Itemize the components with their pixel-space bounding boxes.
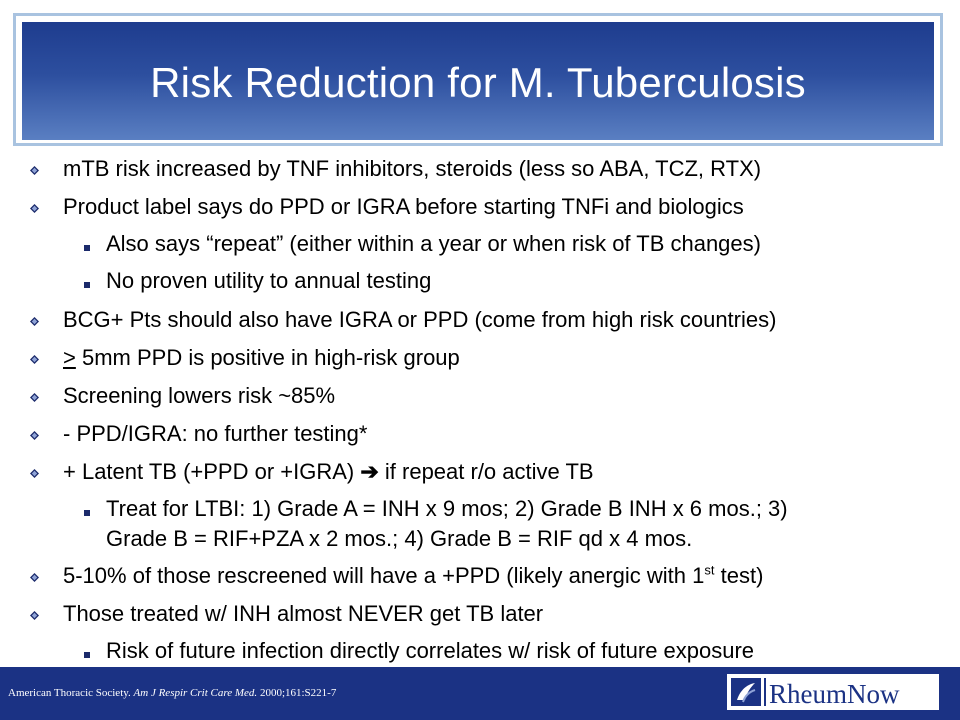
bullet-text: - PPD/IGRA: no further testing* xyxy=(63,421,368,446)
diamond-bullet-icon xyxy=(30,469,39,478)
bullet-text: BCG+ Pts should also have IGRA or PPD (c… xyxy=(63,307,777,332)
logo-text: RheumNow xyxy=(769,679,900,709)
citation-author: American Thoracic Society. xyxy=(8,687,134,699)
title-bar: Risk Reduction for M. Tuberculosis xyxy=(22,22,934,140)
sub-bullet-text: Also says “repeat” (either within a year… xyxy=(106,231,761,256)
sub-list-item: Risk of future infection directly correl… xyxy=(0,637,960,673)
arrow-right-icon: ➔ xyxy=(360,459,379,484)
slide-title: Risk Reduction for M. Tuberculosis xyxy=(150,59,806,106)
citation: American Thoracic Society. Am J Respir C… xyxy=(8,687,336,699)
diamond-bullet-icon xyxy=(30,355,39,364)
sub-list-item: Also says “repeat” (either within a year… xyxy=(0,230,960,266)
sub-bullet-text: Treat for LTBI: 1) Grade A = INH x 9 mos… xyxy=(106,494,788,554)
sub-bullet-text: Risk of future infection directly correl… xyxy=(106,638,755,663)
diamond-bullet-icon xyxy=(30,166,39,175)
bullet-text: + Latent TB (+PPD or +IGRA) ➔ if repeat … xyxy=(63,459,594,485)
list-item: Product label says do PPD or IGRA before… xyxy=(0,192,960,228)
bullet-text-rest: 5mm PPD is positive in high-risk group xyxy=(75,345,460,370)
bullet-text-post: if repeat r/o active TB xyxy=(378,459,594,484)
logo-separator xyxy=(764,678,766,706)
bullet-text: Screening lowers risk ~85% xyxy=(63,383,336,408)
list-item: Those treated w/ INH almost NEVER get TB… xyxy=(0,599,960,635)
rheumnow-logo: RheumNow xyxy=(727,674,939,710)
sub-bullet-text: No proven utility to annual testing xyxy=(106,268,432,293)
list-item: mTB risk increased by TNF inhibitors, st… xyxy=(0,154,960,190)
bullet-text-pre: + Latent TB (+PPD or +IGRA) xyxy=(63,459,361,484)
bullet-text-post: test) xyxy=(714,563,764,588)
bullet-text: Those treated w/ INH almost NEVER get TB… xyxy=(63,601,544,626)
citation-ref: 2000;161:S221-7 xyxy=(257,687,337,699)
logo-mark-icon xyxy=(731,678,761,706)
sub-list-item: Treat for LTBI: 1) Grade A = INH x 9 mos… xyxy=(0,495,960,555)
square-bullet-icon xyxy=(84,245,90,251)
gte-symbol: > xyxy=(63,345,76,370)
square-bullet-icon xyxy=(84,510,90,516)
list-item: - PPD/IGRA: no further testing* xyxy=(0,419,960,455)
square-bullet-icon xyxy=(84,652,90,658)
list-item: > 5mm PPD is positive in high-risk group xyxy=(0,343,960,379)
diamond-bullet-icon xyxy=(30,393,39,402)
bullet-text: 5-10% of those rescreened will have a +P… xyxy=(63,563,763,589)
list-item: BCG+ Pts should also have IGRA or PPD (c… xyxy=(0,305,960,341)
sub-bullet-line-1: Treat for LTBI: 1) Grade A = INH x 9 mos… xyxy=(106,496,788,521)
list-item: 5-10% of those rescreened will have a +P… xyxy=(0,561,960,597)
superscript: st xyxy=(704,562,715,578)
citation-journal: Am J Respir Crit Care Med. xyxy=(133,687,258,699)
list-item: + Latent TB (+PPD or +IGRA) ➔ if repeat … xyxy=(0,457,960,493)
diamond-bullet-icon xyxy=(30,573,39,582)
bullet-text: > 5mm PPD is positive in high-risk group xyxy=(63,345,460,371)
diamond-bullet-icon xyxy=(30,611,39,620)
diamond-bullet-icon xyxy=(30,317,39,326)
square-bullet-icon xyxy=(84,282,90,288)
bullet-text: Product label says do PPD or IGRA before… xyxy=(63,194,744,219)
sub-list-item: No proven utility to annual testing xyxy=(0,267,960,303)
bullet-text-pre: 5-10% of those rescreened will have a +P… xyxy=(63,563,705,588)
sub-bullet-line-2: Grade B = RIF+PZA x 2 mos.; 4) Grade B =… xyxy=(106,526,693,551)
diamond-bullet-icon xyxy=(30,431,39,440)
bullet-text: mTB risk increased by TNF inhibitors, st… xyxy=(63,156,762,181)
list-item: Screening lowers risk ~85% xyxy=(0,381,960,417)
diamond-bullet-icon xyxy=(30,204,39,213)
